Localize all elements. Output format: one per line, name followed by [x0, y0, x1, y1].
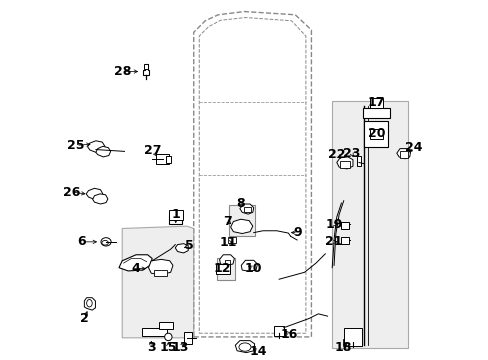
Text: 6: 6 — [78, 235, 86, 248]
Bar — [153, 270, 167, 276]
Text: 23: 23 — [342, 147, 360, 160]
Polygon shape — [122, 226, 193, 338]
Text: 5: 5 — [184, 239, 193, 252]
FancyBboxPatch shape — [369, 129, 383, 139]
Bar — [340, 222, 348, 229]
Text: 19: 19 — [325, 218, 342, 231]
Polygon shape — [235, 341, 254, 352]
Polygon shape — [219, 255, 234, 265]
Bar — [169, 215, 182, 224]
Polygon shape — [175, 244, 188, 253]
Ellipse shape — [239, 343, 250, 351]
Bar — [227, 237, 236, 243]
Polygon shape — [230, 219, 252, 234]
Bar — [362, 108, 389, 118]
Bar — [331, 101, 407, 348]
Text: 1: 1 — [171, 208, 180, 221]
Bar — [340, 238, 348, 244]
Circle shape — [164, 333, 172, 341]
Polygon shape — [92, 194, 108, 204]
Text: 2: 2 — [80, 312, 88, 325]
Bar — [343, 328, 362, 346]
Bar — [183, 332, 192, 343]
Text: 10: 10 — [244, 262, 262, 275]
Ellipse shape — [102, 240, 108, 245]
Bar — [156, 154, 169, 164]
Bar — [364, 121, 387, 147]
Bar — [356, 156, 360, 166]
Polygon shape — [119, 255, 152, 271]
Text: 25: 25 — [67, 139, 84, 152]
Bar — [144, 64, 148, 69]
Text: 28: 28 — [113, 65, 131, 78]
Polygon shape — [336, 157, 352, 169]
Text: 8: 8 — [236, 197, 244, 210]
Bar — [229, 205, 254, 236]
Text: 4: 4 — [131, 262, 140, 275]
Text: 7: 7 — [223, 215, 232, 228]
Text: 15: 15 — [159, 341, 177, 354]
Text: 18: 18 — [334, 341, 351, 354]
Text: 12: 12 — [214, 262, 231, 275]
Polygon shape — [240, 204, 253, 214]
Polygon shape — [96, 146, 110, 157]
Bar — [216, 257, 235, 280]
Bar — [274, 326, 283, 337]
Bar — [159, 322, 173, 329]
Text: 16: 16 — [280, 328, 297, 341]
Ellipse shape — [86, 300, 92, 307]
Polygon shape — [87, 141, 105, 152]
Text: 3: 3 — [147, 341, 155, 354]
Ellipse shape — [101, 238, 111, 246]
Polygon shape — [84, 298, 95, 310]
Text: 20: 20 — [367, 127, 385, 140]
Bar — [340, 161, 349, 168]
Text: 27: 27 — [144, 144, 162, 157]
Text: 26: 26 — [62, 185, 80, 198]
Text: 22: 22 — [327, 148, 345, 161]
Bar — [142, 328, 167, 337]
Bar — [224, 260, 230, 265]
Text: 9: 9 — [293, 226, 302, 239]
Bar — [166, 156, 171, 163]
Polygon shape — [148, 260, 173, 275]
Polygon shape — [86, 188, 102, 199]
Text: 11: 11 — [219, 236, 236, 249]
Text: 13: 13 — [171, 341, 188, 354]
Polygon shape — [396, 149, 410, 159]
Text: 24: 24 — [404, 141, 421, 154]
FancyBboxPatch shape — [168, 210, 183, 220]
Bar — [244, 207, 250, 212]
Text: 21: 21 — [325, 235, 342, 248]
Polygon shape — [142, 64, 149, 75]
Bar — [342, 339, 350, 346]
Bar — [399, 152, 407, 158]
Text: 14: 14 — [249, 345, 266, 358]
Polygon shape — [241, 260, 257, 271]
Text: 17: 17 — [367, 96, 385, 109]
FancyBboxPatch shape — [215, 264, 229, 274]
FancyBboxPatch shape — [369, 98, 383, 108]
